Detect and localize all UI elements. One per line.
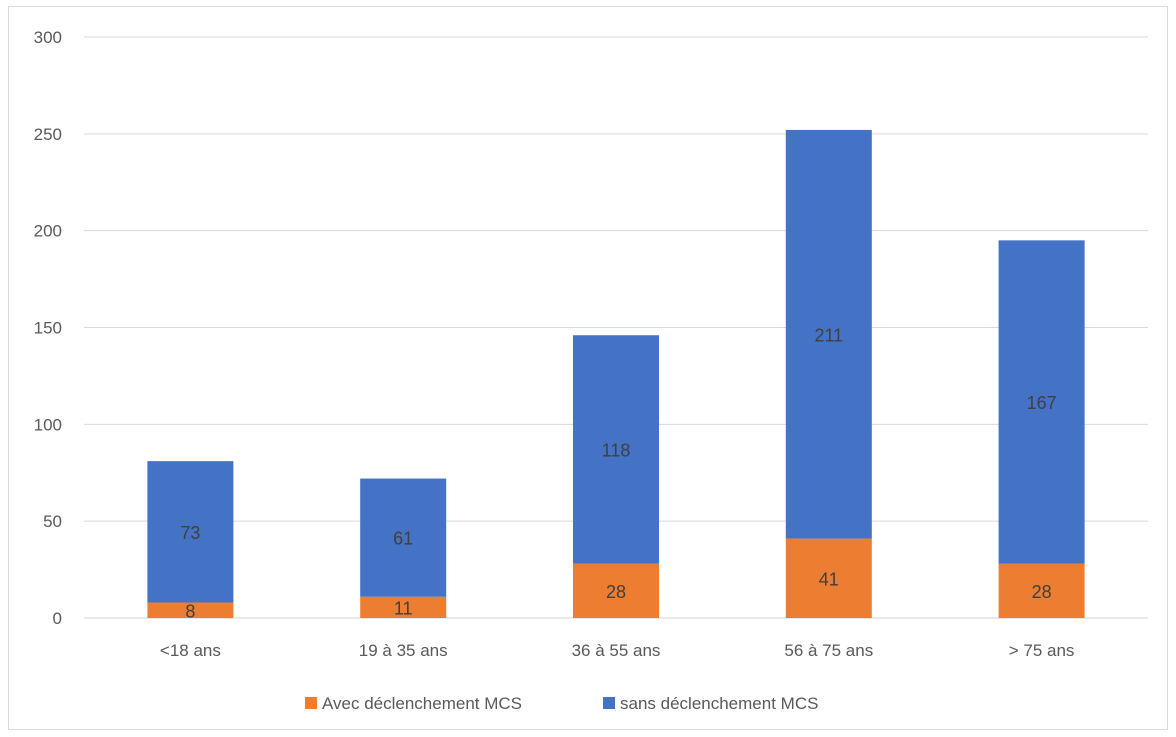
bar-segment (360, 596, 447, 618)
x-tick-label: 36 à 55 ans (572, 641, 661, 660)
x-axis: <18 ans 19 à 35 ans 36 à 55 ans 56 à 75 ans… (160, 641, 1075, 660)
bar-segment (573, 335, 659, 564)
data-label: 8 (185, 601, 195, 621)
bar-segment (573, 563, 659, 618)
x-tick-label: 56 à 75 ans (784, 641, 873, 660)
bar-segment (785, 538, 872, 618)
bar-segment (147, 461, 234, 603)
bar-segment (360, 478, 447, 597)
y-tick-label: 0 (53, 609, 62, 628)
bar-segment (998, 563, 1085, 618)
legend-label: sans déclenchement MCS (620, 694, 818, 713)
x-tick-label: <18 ans (160, 641, 221, 660)
y-tick-label: 150 (34, 319, 62, 338)
y-tick-label: 300 (34, 28, 62, 47)
legend: Avec déclenchement MCS sans déclenchement… (305, 694, 818, 713)
x-tick-label: 19 à 35 ans (359, 641, 448, 660)
x-tick-label: > 75 ans (1009, 641, 1075, 660)
data-label: 11 (394, 598, 413, 618)
y-tick-label: 50 (43, 512, 62, 531)
data-label: 73 (180, 523, 200, 543)
data-label: 118 (602, 441, 631, 461)
data-label: 61 (393, 529, 413, 549)
y-axis: 0 50 100 150 200 250 300 (34, 28, 62, 628)
legend-label: Avec déclenchement MCS (322, 694, 522, 713)
legend-swatch (305, 697, 317, 709)
bar-segment (147, 602, 234, 618)
data-label: 28 (1032, 582, 1052, 602)
gridlines (84, 36, 1148, 619)
y-tick-label: 250 (34, 125, 62, 144)
data-label: 211 (814, 325, 843, 345)
legend-swatch (603, 697, 615, 709)
bar-segment (998, 240, 1085, 564)
data-label: 28 (606, 582, 626, 602)
y-tick-label: 200 (34, 222, 62, 241)
bars: 8 73 11 61 28 118 41 211 28 167 (147, 129, 1085, 621)
data-label: 167 (1027, 393, 1057, 413)
bar-segment (785, 129, 872, 539)
data-label: 41 (819, 569, 839, 589)
y-tick-label: 100 (34, 415, 62, 434)
